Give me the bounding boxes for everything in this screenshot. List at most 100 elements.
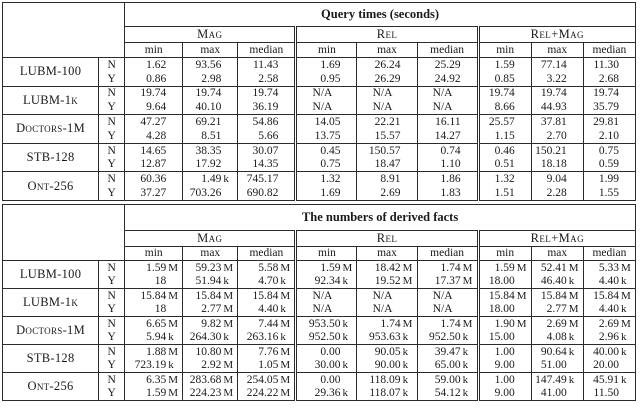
value-cell: N/A — [356, 100, 418, 116]
value-cell: 15.84 M — [582, 288, 636, 303]
materialization-flag: Y — [98, 358, 126, 373]
title-row: Query times (seconds) — [2, 2, 636, 58]
table-row: LUBM-1k N 19.74 19.74 19.74 N/A N/A N/A 19.74 19.… — [2, 86, 636, 116]
table-row: Y 9.64 40.10 36.19 N/A N/A N/A 8.66 44.93 35.79 — [3, 100, 636, 116]
derived-facts-table: The numbers of derived facts Mag Rel Rel… — [2, 203, 636, 401]
dataset-label: STB-128 — [2, 143, 99, 173]
dataset-label: Doctors-1M — [2, 114, 99, 144]
materialization-flag: Y — [98, 100, 126, 116]
col-header-median: median — [582, 42, 636, 58]
table-row: Y 1.59 M 224.23 M 224.22 M 29.36 k 118.07 k 54.12 k 9… — [3, 386, 636, 401]
value-cell: 18.00 — [476, 274, 532, 289]
value-cell: 36.19 — [237, 100, 296, 116]
value-cell: 9.00 — [476, 386, 532, 401]
value-cell: 93.56 — [182, 57, 238, 72]
value-cell: 1.90 M — [476, 316, 532, 331]
value-cell: 0.86 — [124, 71, 183, 87]
value-cell: 77.14 — [530, 57, 584, 72]
col-header-min: min — [294, 246, 357, 261]
table-row: Doctors-1M N 47.27 69.21 54.86 14.05 22.21 16.1… — [2, 114, 636, 144]
value-cell: 18.42 M — [356, 260, 418, 275]
value-cell: N/A — [356, 288, 418, 303]
value-cell: 9.00 — [476, 358, 532, 373]
value-cell: 18.47 — [356, 157, 418, 173]
value-cell: 745.17 — [237, 171, 296, 187]
col-header-max: max — [182, 246, 238, 261]
value-cell: 45.91 k — [582, 372, 636, 387]
value-cell: 6.65 M — [124, 316, 183, 331]
group-header-mag: Mag — [124, 26, 296, 43]
value-cell: 90.00 k — [356, 358, 418, 373]
table-row: Ont-256 N 60.36 1.49 k 745.17 1.32 8.91 1.86 1.32… — [2, 171, 636, 201]
value-cell: 69.21 — [182, 114, 238, 129]
materialization-flag: N — [98, 57, 126, 72]
value-cell: 4.40 k — [237, 302, 296, 317]
col-header-min: min — [124, 42, 183, 58]
value-cell: 38.35 — [182, 143, 238, 158]
value-cell: 2.69 M — [582, 316, 636, 331]
value-cell: 24.92 — [416, 71, 479, 87]
value-cell: 1.59 M — [124, 260, 183, 275]
value-cell: 1.59 M — [476, 260, 532, 275]
value-cell: 0.51 — [476, 157, 532, 173]
value-cell: 35.79 — [582, 100, 636, 116]
dataset-label: LUBM-1k — [2, 288, 99, 317]
value-cell: 44.93 — [530, 100, 584, 116]
value-cell: 14.65 — [124, 143, 183, 158]
value-cell: 254.05 M — [237, 372, 296, 387]
value-cell: 37.27 — [124, 186, 183, 201]
value-cell: 5.94 k — [124, 330, 183, 345]
value-cell: 1.15 — [476, 128, 532, 144]
value-cell: 1.00 — [476, 344, 532, 359]
value-cell: N/A — [294, 288, 357, 303]
value-cell: N/A — [294, 86, 357, 101]
dataset-label: STB-128 — [2, 344, 99, 373]
value-cell: 14.27 — [416, 128, 479, 144]
value-cell: 0.85 — [476, 71, 532, 87]
value-cell: 0.00 — [294, 344, 357, 359]
value-cell: 1.88 M — [124, 344, 183, 359]
value-cell: 4.70 k — [237, 274, 296, 289]
table-row: Y 723.19 k 2.92 M 1.05 M 30.00 k 90.00 k 65.00 k 9.00… — [3, 358, 636, 373]
value-cell: 118.09 k — [356, 372, 418, 387]
value-cell: 0.45 — [294, 143, 357, 158]
value-cell: 224.22 M — [237, 386, 296, 401]
value-cell: 90.05 k — [356, 344, 418, 359]
col-header-min: min — [476, 42, 532, 58]
value-cell: 18.00 — [476, 302, 532, 317]
page: Query times (seconds) Mag Rel Rel+Mag mi… — [2, 2, 636, 401]
table-row: Y 4.28 8.51 5.66 13.75 15.57 14.27 1.15 2.70 2.10 — [3, 128, 636, 144]
value-cell: N/A — [294, 302, 357, 317]
col-header-median: median — [582, 246, 636, 261]
value-cell: 4.40 k — [582, 274, 636, 289]
value-cell: 17.92 — [182, 157, 238, 173]
value-cell: 2.96 k — [582, 330, 636, 345]
group-header-relmag: Rel+Mag — [476, 230, 636, 247]
value-cell: 263.16 k — [237, 330, 296, 345]
value-cell: 1.49 k — [182, 171, 238, 187]
value-cell: 26.24 — [356, 57, 418, 72]
value-cell: N/A — [356, 302, 418, 317]
value-cell: 118.07 k — [356, 386, 418, 401]
value-cell: 3.22 — [530, 71, 584, 87]
group-header-rel: Rel — [294, 230, 479, 247]
table-row: STB-128 N 1.88 M 10.80 M 7.76 M 0.00 90.05 k 39.47 k… — [2, 344, 636, 373]
value-cell: 952.50 k — [416, 330, 479, 345]
value-cell: 15.84 M — [124, 288, 183, 303]
table-row: Y 18 51.94 k 4.70 k 92.34 k 19.52 M 17.37 M 18.00 46.… — [3, 274, 636, 289]
value-cell: 2.77 M — [182, 302, 238, 317]
table-row: LUBM-100 N 1.62 93.56 11.43 1.69 26.24 25.29 1.5… — [2, 57, 636, 87]
title-row: The numbers of derived facts — [2, 204, 636, 261]
table-row: LUBM-100 N 1.59 M 59.23 M 5.58 M 1.59 M 18.42 M 1.74… — [2, 260, 636, 289]
value-cell: N/A — [416, 288, 479, 303]
value-cell: 59.23 M — [182, 260, 238, 275]
value-cell: 25.29 — [416, 57, 479, 72]
value-cell: 1.69 — [294, 57, 357, 72]
value-cell: 5.33 M — [582, 260, 636, 275]
materialization-flag: Y — [98, 128, 126, 144]
value-cell: 19.52 M — [356, 274, 418, 289]
value-cell: 1.86 — [416, 171, 479, 187]
materialization-flag: Y — [98, 386, 126, 401]
value-cell: 2.98 — [182, 71, 238, 87]
materialization-flag: N — [98, 171, 126, 187]
